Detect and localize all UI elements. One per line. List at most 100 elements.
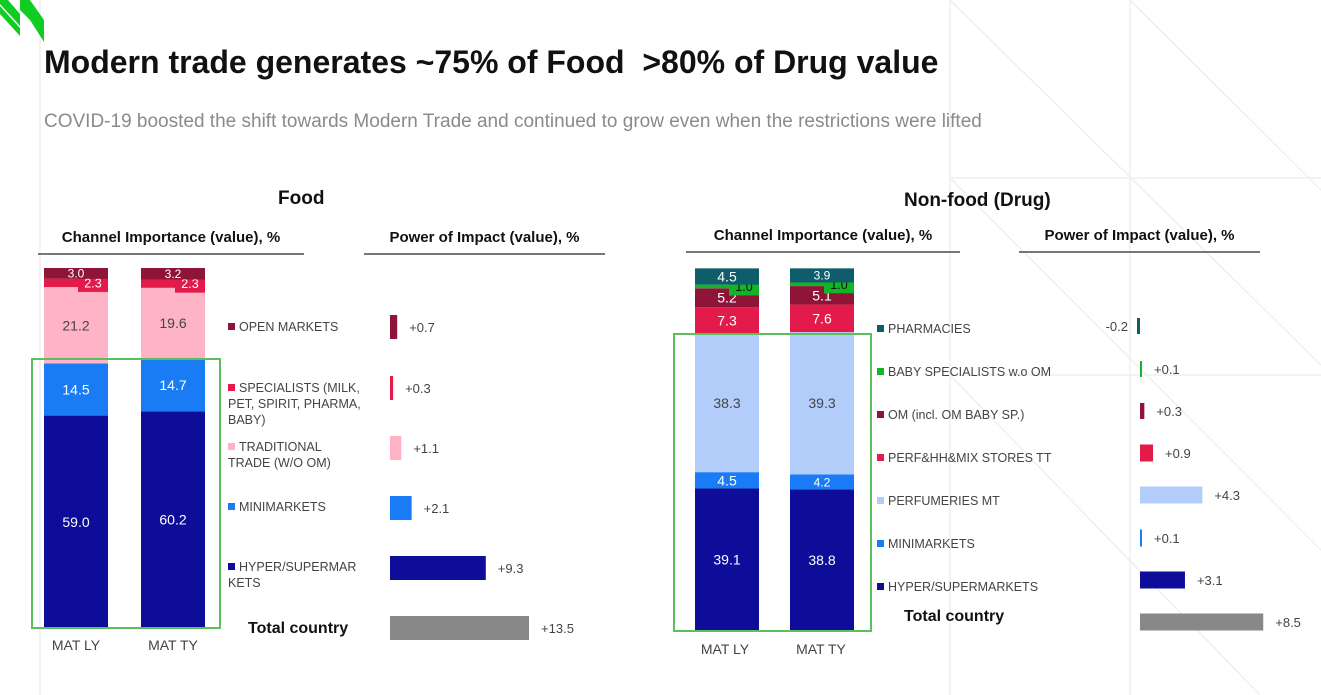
segment-value-label: 3.9 bbox=[814, 269, 831, 283]
drug-legend-perf-hh-mix: PERF&HH&MIX STORES TT bbox=[877, 450, 1051, 466]
food-x-label-ly: MAT LY bbox=[51, 637, 101, 653]
drug-legend-minimarkets: MINIMARKETS bbox=[877, 536, 975, 552]
food-legend-open-markets: OPEN MARKETS bbox=[228, 319, 338, 335]
impact-bar-specialists-milk-pet-spirit-pharma-baby- bbox=[390, 376, 394, 400]
food-legend-minimarkets: MINIMARKETS bbox=[228, 499, 326, 515]
impact-bar-baby-specialists-w-o-om bbox=[1140, 361, 1142, 377]
impact-bar-total-country bbox=[390, 616, 530, 640]
food-section-title: Food bbox=[278, 188, 325, 209]
segment-value-label: 60.2 bbox=[159, 512, 186, 528]
bar-segment-minimarkets bbox=[141, 358, 205, 412]
impact-value-label: +0.7 bbox=[409, 320, 435, 335]
impact-value-label: -0.2 bbox=[1106, 319, 1128, 334]
impact-value-label: +3.1 bbox=[1197, 573, 1223, 588]
food-legend-hyper-supermarkets: HYPER/SUPERMAR KETS bbox=[228, 560, 357, 590]
segment-value-label: 39.1 bbox=[713, 551, 740, 567]
drug-legend-perfumeries-mt: PERFUMERIES MT bbox=[877, 493, 1000, 509]
page-title: Modern trade generates ~75% of Food >80%… bbox=[44, 44, 939, 80]
legend-swatch bbox=[877, 411, 884, 418]
legend-swatch bbox=[877, 368, 884, 375]
segment-value-label: 7.6 bbox=[812, 310, 832, 326]
drug-legend-baby-specialists: BABY SPECIALISTS w.o OM bbox=[877, 364, 1051, 380]
bar-segment-minimarkets bbox=[44, 363, 108, 416]
bar-segment-traditional-trade-w-o-om- bbox=[44, 287, 108, 364]
segment-value-label: 2.3 bbox=[84, 276, 101, 290]
legend-swatch bbox=[877, 454, 884, 461]
legend-swatch bbox=[228, 384, 235, 391]
impact-value-label: +9.3 bbox=[498, 561, 524, 576]
segment-value-label: 14.5 bbox=[62, 382, 89, 398]
legend-swatch bbox=[228, 443, 235, 450]
drug-x-label-ty: MAT TY bbox=[796, 641, 846, 657]
impact-bar-minimarkets bbox=[390, 496, 412, 520]
food-x-label-ty: MAT TY bbox=[148, 637, 198, 653]
food-legend-specialists: SPECIALISTS (MILK, PET, SPIRIT, PHARMA, … bbox=[228, 381, 361, 427]
food-total-label: Total country bbox=[248, 620, 349, 637]
drug-legend-hyper-supermarkets: HYPER/SUPERMARKETS bbox=[877, 579, 1038, 595]
impact-value-label: +8.5 bbox=[1275, 615, 1301, 630]
segment-value-label: 59.0 bbox=[62, 514, 89, 530]
bar-segment-baby-specialists-w-o-om bbox=[790, 282, 854, 287]
legend-swatch bbox=[877, 325, 884, 332]
segment-value-label: 2.3 bbox=[181, 277, 198, 291]
drug-legend-om: OM (incl. OM BABY SP.) bbox=[877, 407, 1024, 423]
modern-trade-highlight-box bbox=[31, 358, 221, 629]
bar-segment-hyper-supermarkets bbox=[695, 488, 759, 630]
legend-swatch bbox=[877, 540, 884, 547]
impact-bar-open-markets bbox=[390, 315, 398, 339]
drug-total-label: Total country bbox=[904, 608, 1005, 625]
drug-impact-heading: Power of Impact (value), % bbox=[1019, 227, 1260, 253]
food-legend-traditional-trade: TRADITIONAL TRADE (W/O OM) bbox=[228, 440, 331, 470]
impact-value-label: +0.3 bbox=[405, 381, 431, 396]
segment-value-label: 38.3 bbox=[713, 395, 740, 411]
bar-segment-minimarkets bbox=[695, 472, 759, 489]
bar-segment-open-markets bbox=[44, 268, 108, 279]
segment-value-label: 3.2 bbox=[165, 267, 182, 281]
segment-value-label: 14.7 bbox=[159, 377, 186, 393]
drug-x-label-ly: MAT LY bbox=[700, 641, 750, 657]
segment-value-label: 39.3 bbox=[808, 395, 835, 411]
impact-bar-minimarkets bbox=[1140, 529, 1142, 547]
segment-value-label: 38.8 bbox=[808, 552, 835, 568]
bar-segment-specialists-milk-pet-spirit-pharma-baby- bbox=[44, 278, 108, 288]
legend-swatch bbox=[228, 323, 235, 330]
legend-swatch bbox=[228, 503, 235, 510]
bar-segment-perf-hh-mix-stores-tt bbox=[695, 307, 759, 334]
impact-bar-perf-hh-mix-stores-tt bbox=[1140, 444, 1154, 462]
impact-value-label: +1.1 bbox=[413, 441, 439, 456]
legend-swatch bbox=[228, 563, 235, 570]
segment-value-label: 4.5 bbox=[717, 269, 737, 285]
segment-value-label: 4.2 bbox=[814, 475, 831, 489]
legend-swatch bbox=[877, 497, 884, 504]
impact-value-label: +0.1 bbox=[1154, 531, 1180, 546]
segment-value-label: 19.6 bbox=[159, 315, 186, 331]
food-channel-chart: 59.014.521.22.33.060.214.719.62.33.2+0.7… bbox=[31, 267, 574, 640]
bar-segment-perf-hh-mix-stores-tt bbox=[790, 304, 854, 333]
drug-section-title: Non-food (Drug) bbox=[904, 190, 1051, 211]
impact-value-label: +13.5 bbox=[541, 621, 574, 636]
segment-value-label: 3.0 bbox=[68, 267, 85, 281]
bar-segment-hyper-supermarkets bbox=[141, 411, 205, 628]
impact-bar-traditional-trade-w-o-om- bbox=[390, 436, 402, 460]
food-impact-heading: Power of Impact (value), % bbox=[364, 229, 605, 255]
impact-value-label: +4.3 bbox=[1214, 488, 1240, 503]
impact-bar-perfumeries-mt bbox=[1140, 486, 1203, 504]
impact-bar-total-country bbox=[1140, 613, 1264, 631]
impact-value-label: +0.9 bbox=[1165, 446, 1191, 461]
bar-segment-perfumeries-mt bbox=[790, 332, 854, 475]
legend-swatch bbox=[877, 583, 884, 590]
bar-segment-perfumeries-mt bbox=[695, 333, 759, 473]
brand-logo-icon bbox=[0, 0, 44, 42]
bar-segment-hyper-supermarkets bbox=[790, 489, 854, 630]
segment-value-label: 21.2 bbox=[62, 317, 89, 333]
drug-channel-heading: Channel Importance (value), % bbox=[686, 227, 960, 253]
segment-value-label: 7.3 bbox=[717, 312, 737, 328]
bar-segment-pharmacies bbox=[695, 268, 759, 285]
bar-segment-open-markets bbox=[141, 268, 205, 280]
impact-bar-hyper-supermarkets bbox=[1140, 571, 1185, 589]
bar-segment-baby-specialists-w-o-om bbox=[695, 284, 759, 289]
impact-bar-om-incl-om-baby-sp- bbox=[1140, 403, 1145, 419]
impact-value-label: +2.1 bbox=[424, 501, 450, 516]
bar-segment-traditional-trade-w-o-om- bbox=[141, 287, 205, 359]
